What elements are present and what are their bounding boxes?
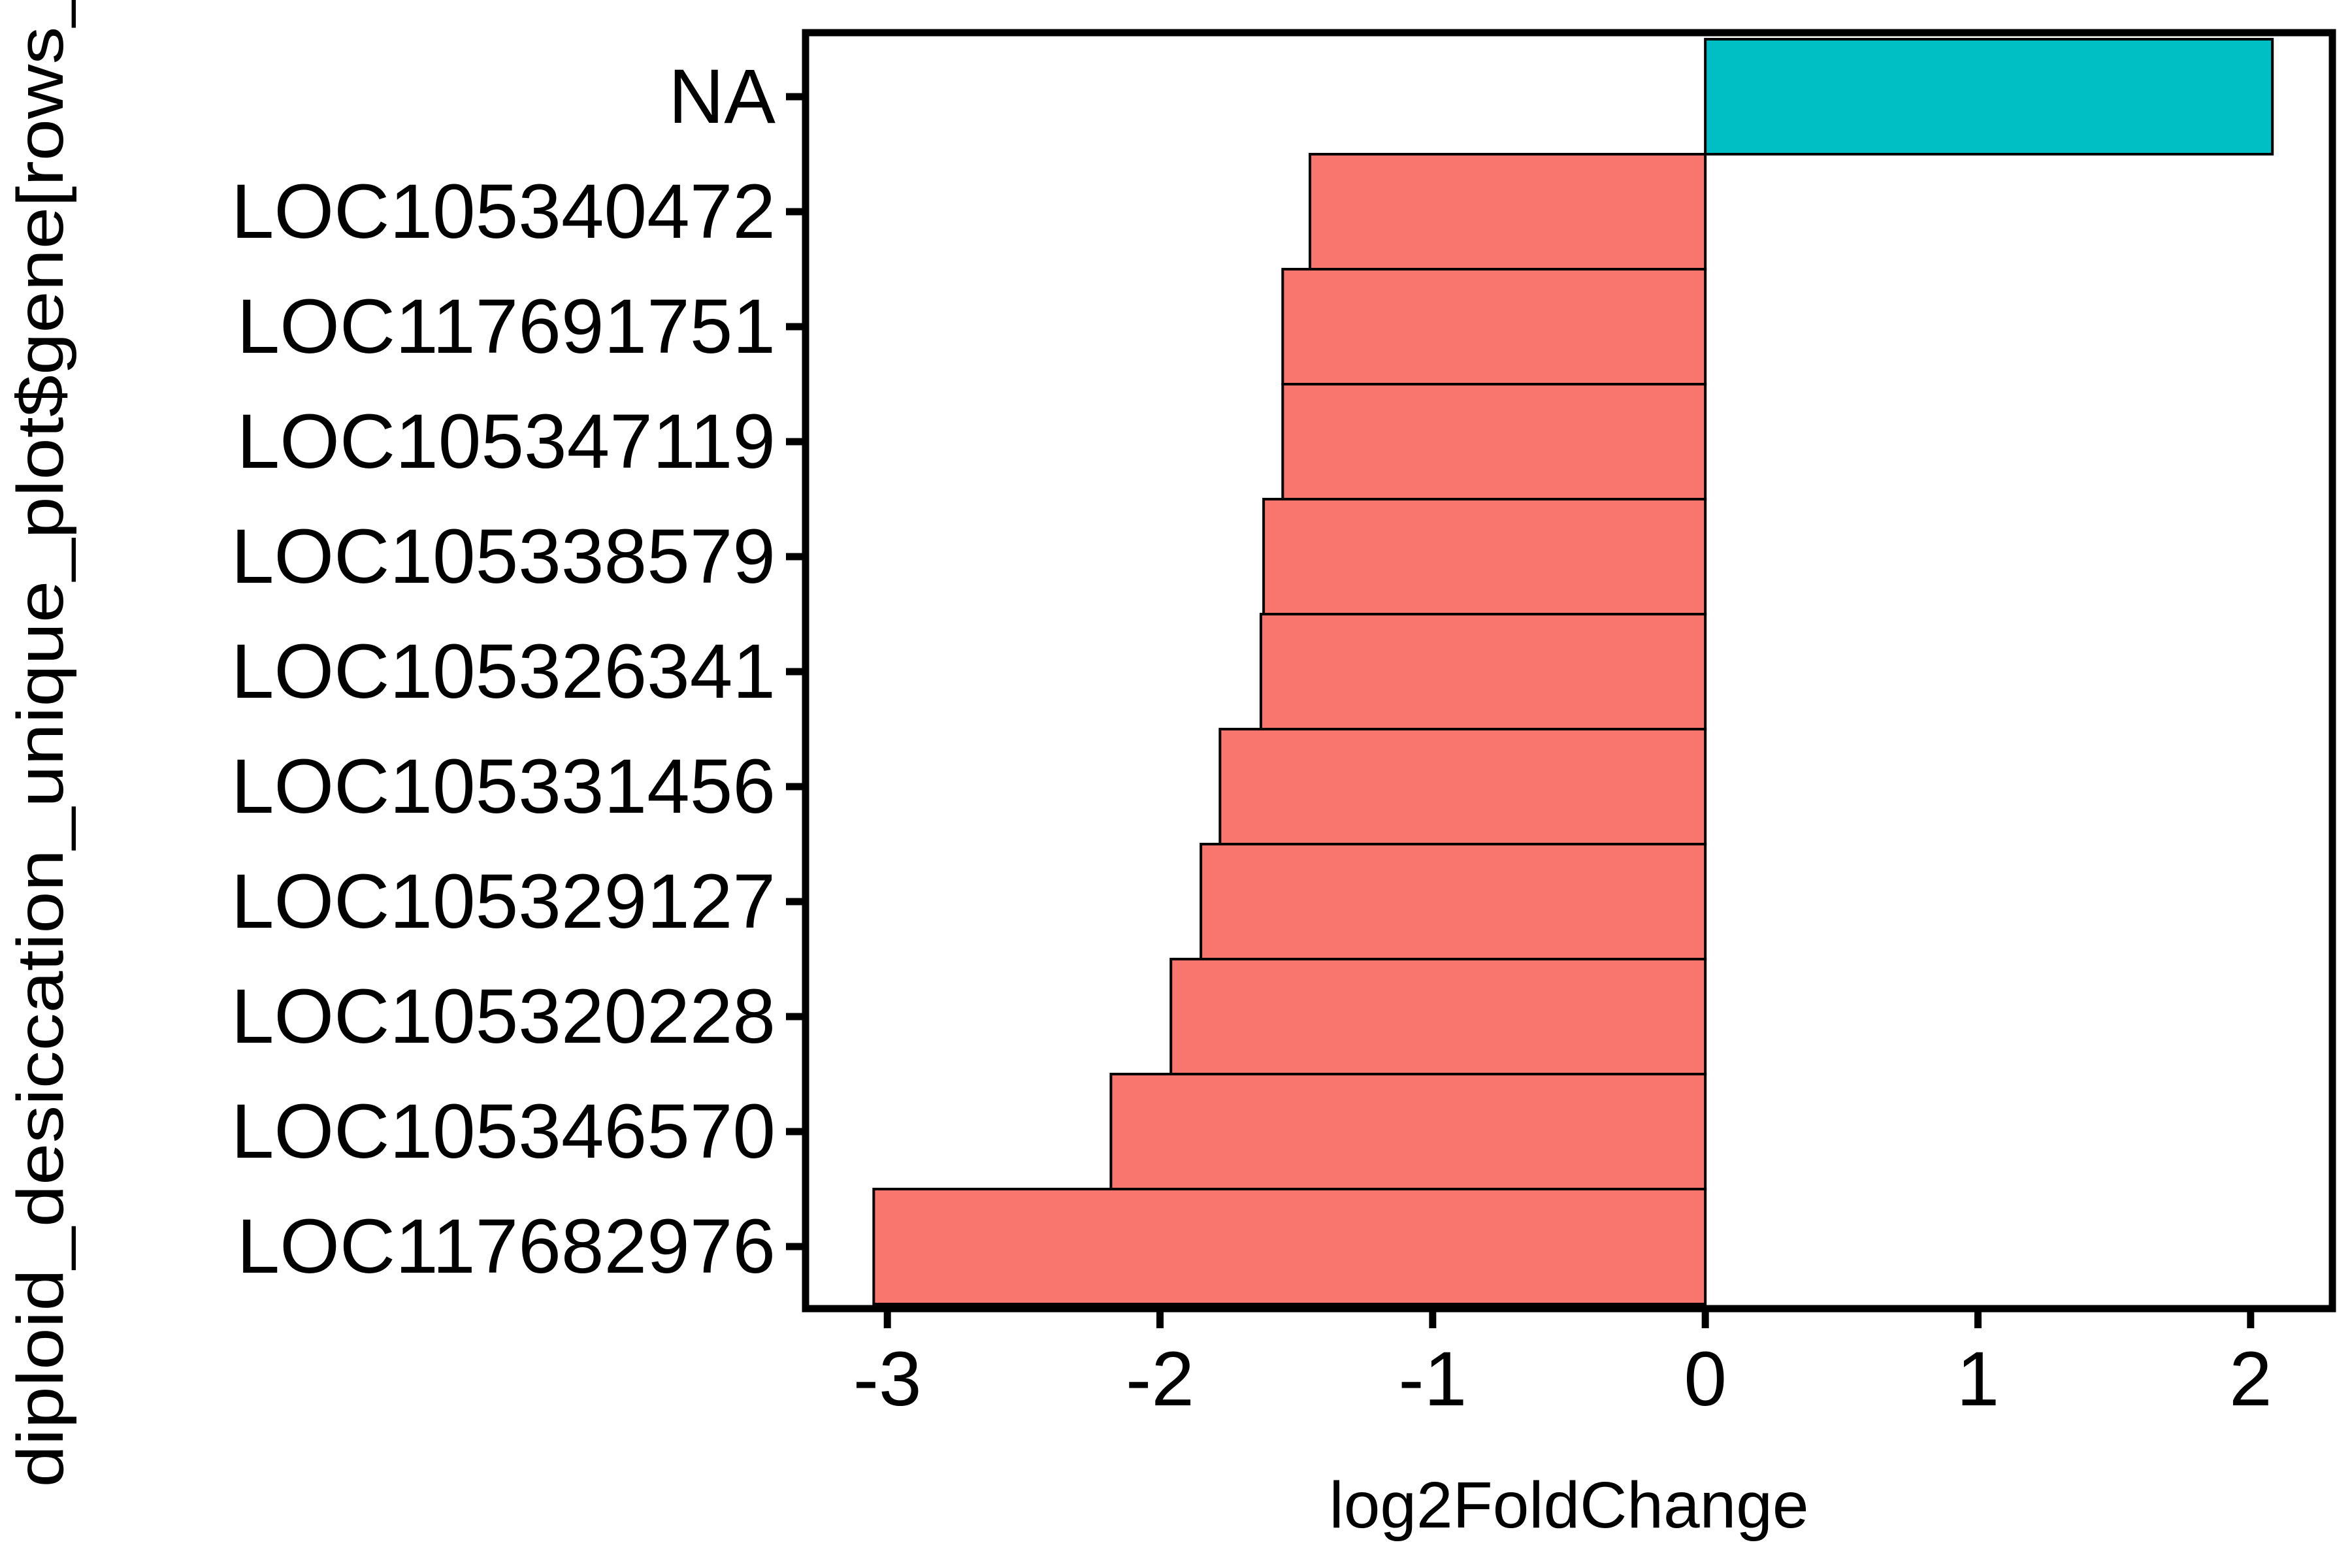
y-tick-label: LOC105347119 [237,399,776,485]
y-tick-label: LOC105329127 [231,858,776,945]
y-tick-label: LOC105320228 [231,973,776,1060]
bars-layer [872,38,2274,1305]
x-tick-label: 2 [2229,1336,2272,1422]
x-tick-label: -3 [853,1336,922,1422]
x-tick-label: 0 [1684,1336,1727,1422]
x-tick-label: -2 [1126,1336,1194,1422]
x-axis-title: log2FoldChange [1330,1469,1809,1542]
y-tick-label: LOC105331456 [231,743,776,830]
bar-loc117691751 [1281,268,1707,385]
bar-loc105338579 [1262,498,1707,615]
bar-loc105331456 [1218,728,1707,845]
x-tick-label: -1 [1398,1336,1467,1422]
y-tick-label: LOC105338579 [231,514,776,600]
bar-loc105346570 [1109,1073,1707,1190]
y-tick-label: LOC117691751 [237,284,776,370]
bar-loc105340472 [1309,153,1707,270]
y-tick-label: LOC105346570 [231,1088,776,1175]
bar-loc105329127 [1200,843,1707,960]
bar-loc105320228 [1169,958,1707,1075]
y-tick-label: LOC117682976 [237,1203,776,1290]
y-tick-label: NA [668,54,776,140]
bar-loc105347119 [1281,383,1707,500]
y-tick-label: LOC105340472 [231,169,776,255]
bar-na [1704,38,2274,155]
y-tick-label: LOC105326341 [231,629,776,715]
x-tick-label: 1 [1957,1336,2000,1422]
bar-loc105326341 [1259,613,1707,730]
bar-loc117682976 [872,1188,1707,1305]
y-axis-title: diploid_desiccation_unique_plot$gene[row… [4,0,77,1488]
ticks-layer: NA LOC105340472 LOC117691751 LOC105347119 LO… [231,54,2272,1422]
